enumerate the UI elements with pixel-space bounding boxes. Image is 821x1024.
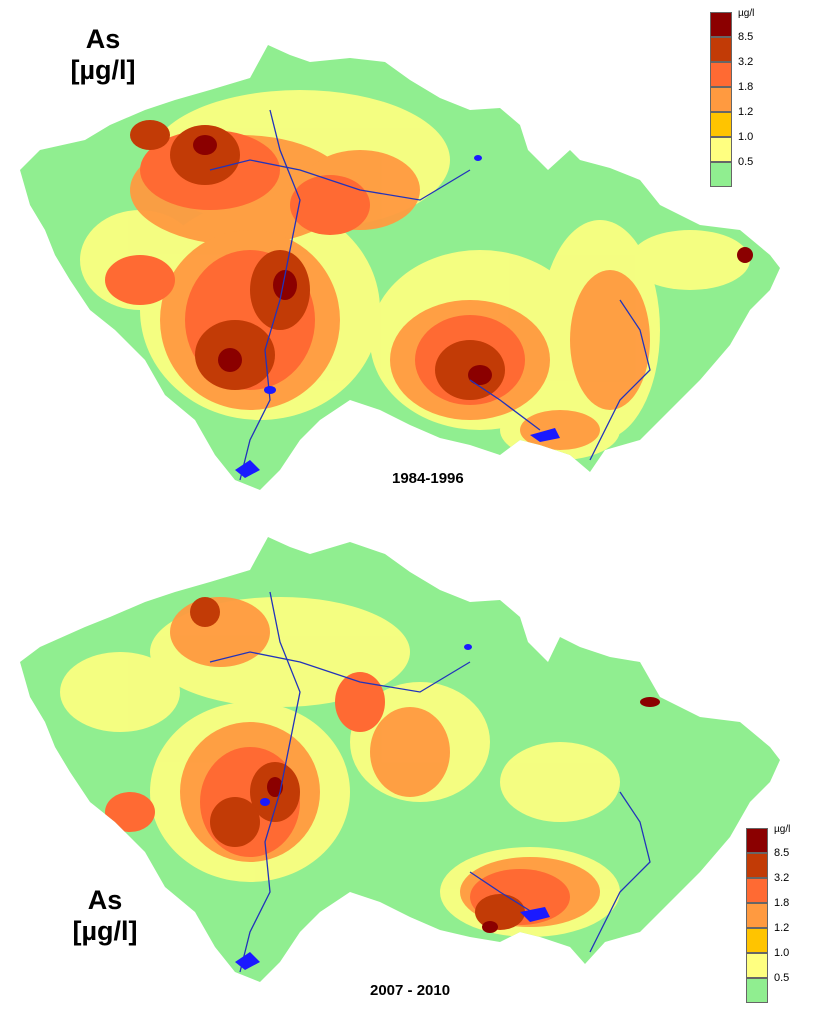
map-panel-2007-2010: As [µg/l] 2007 - 2010 µg/l 8.5 3.2 1.8 1… [0,512,821,1024]
variable-name: As [85,24,121,54]
legend-tick: 0.5 [774,972,790,984]
legend-tick: 3.2 [774,872,790,884]
legend-unit: µg/l [774,824,791,835]
legend: µg/l 8.5 3.2 1.8 1.2 1.0 0.5 [746,824,821,1008]
legend-tick: 1.2 [774,922,790,934]
legend-swatch-class-5 [746,878,768,903]
legend-tick: 8.5 [738,31,754,43]
variable-unit: [µg/l] [70,55,136,85]
legend-tick: 1.8 [738,81,754,93]
legend-swatch-class-4 [710,87,732,112]
variable-title: As [µg/l] [48,24,158,86]
variable-name: As [87,885,123,915]
arsenic-map-2007-2010 [20,537,780,982]
legend-unit: µg/l [738,8,755,19]
legend-swatch-class-6 [710,37,732,62]
arsenic-map-1984-1996 [20,45,780,490]
legend-swatch-class-3 [746,928,768,953]
legend-swatch-class-2 [710,137,732,162]
legend-tick: 1.0 [774,947,790,959]
legend-tick: 1.0 [738,131,754,143]
map-panel-1984-1996: As [µg/l] 1984-1996 µg/l 8.5 3.2 1.8 1.2… [20,8,790,490]
legend-swatch-class-7 [710,12,732,37]
legend-swatch-class-2 [746,953,768,978]
period-label: 1984-1996 [392,470,464,487]
legend-swatch-class-1 [746,978,768,1003]
legend-tick: 0.5 [738,156,754,168]
variable-title: As [µg/l] [50,885,160,947]
legend: µg/l 8.5 3.2 1.8 1.2 1.0 0.5 [710,8,790,192]
legend-tick: 1.2 [738,106,754,118]
legend-tick: 8.5 [774,847,790,859]
period-label: 2007 - 2010 [370,982,451,999]
legend-swatch-class-6 [746,853,768,878]
legend-swatch-class-3 [710,112,732,137]
legend-swatch-class-5 [710,62,732,87]
legend-swatch-class-7 [746,828,768,853]
legend-swatch-class-1 [710,162,732,187]
legend-tick: 1.8 [774,897,790,909]
legend-tick: 3.2 [738,56,754,68]
legend-swatch-class-4 [746,903,768,928]
variable-unit: [µg/l] [72,916,138,946]
